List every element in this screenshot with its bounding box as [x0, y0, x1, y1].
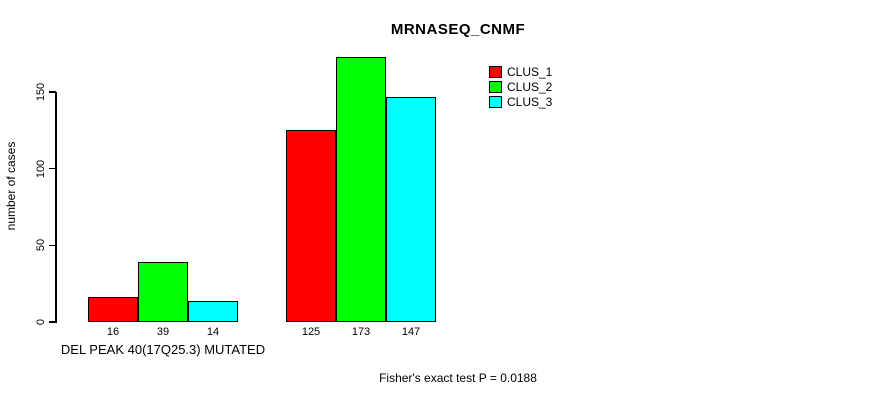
- bar-clus_3-group1: [188, 301, 238, 322]
- y-tick-mark: [49, 91, 56, 93]
- bar-clus_2-group2: [336, 57, 386, 322]
- legend-swatch-red: [489, 65, 502, 78]
- pvalue-annotation: Fisher's exact test P = 0.0188: [379, 371, 537, 385]
- x-axis-group-label: DEL PEAK 40(17Q25.3) MUTATED: [60, 342, 266, 357]
- legend-label: CLUS_1: [507, 64, 553, 79]
- y-tick-mark: [49, 244, 56, 247]
- y-tick-label: 50: [35, 239, 47, 252]
- bar-clus_3-group2: [386, 97, 436, 322]
- y-tick-label: 100: [35, 159, 47, 178]
- legend-item: CLUS_1: [489, 64, 552, 79]
- bar-value-label: 173: [351, 326, 371, 338]
- legend-label: CLUS_2: [507, 79, 553, 94]
- legend-swatch-green: [489, 80, 502, 93]
- bar-value-label: 147: [401, 326, 421, 338]
- bar-value-label: 16: [106, 326, 120, 338]
- legend-swatch-cyan: [489, 95, 502, 108]
- legend-label: CLUS_3: [507, 94, 553, 109]
- bar-value-label: 14: [206, 326, 220, 338]
- y-tick-label: 150: [35, 82, 47, 102]
- legend-item: CLUS_2: [489, 79, 552, 94]
- bar-value-label: 125: [301, 326, 321, 338]
- y-axis-title: number of cases: [4, 141, 18, 231]
- bar-value-label: 39: [156, 326, 170, 338]
- bar-clus_2-group1: [138, 262, 188, 322]
- legend-item: CLUS_3: [489, 94, 552, 109]
- y-tick-mark: [49, 321, 56, 323]
- chart-title: MRNASEQ_CNMF: [390, 21, 526, 38]
- bar-clus_1-group1: [88, 297, 138, 322]
- y-tick-label: 0: [35, 318, 47, 326]
- bar-clus_1-group2: [286, 130, 336, 322]
- legend: CLUS_1 CLUS_2 CLUS_3: [489, 64, 552, 109]
- y-axis-line: [55, 92, 57, 323]
- y-tick-mark: [49, 167, 56, 170]
